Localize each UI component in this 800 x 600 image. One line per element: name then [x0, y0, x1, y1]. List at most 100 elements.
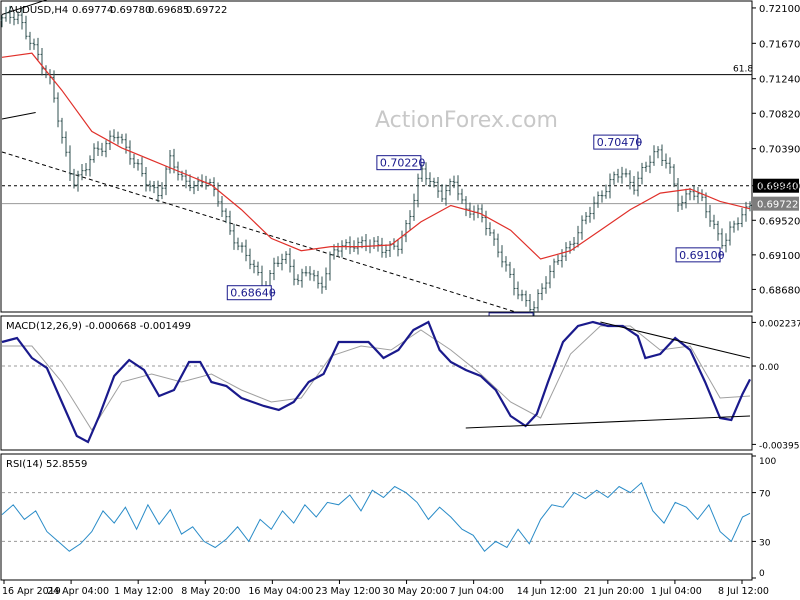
- ohlc-bar: [676, 178, 680, 212]
- ohlc-bar: [320, 276, 324, 294]
- rsi-line: [1, 481, 751, 552]
- price-badge: [753, 196, 799, 211]
- ohlc-bar: [316, 270, 320, 289]
- ohlc-bar: [740, 207, 744, 228]
- ohlc-bar: [396, 239, 400, 257]
- ohlc-low: 0.69685: [148, 5, 189, 16]
- ohlc-bar: [384, 244, 388, 258]
- ohlc-bar: [440, 184, 444, 203]
- ohlc-bar: [0, 14, 4, 28]
- price-badge-label: 0.69940: [757, 182, 798, 193]
- price-panel-title: AUDUSD,H4: [8, 5, 68, 16]
- fib-level-label: 61.8: [733, 65, 753, 75]
- ohlc-bar: [108, 130, 112, 151]
- ohlc-bar: [288, 248, 292, 273]
- ohlc-bar: [52, 70, 56, 103]
- ohlc-bar: [104, 140, 108, 158]
- ohlc-bar: [232, 223, 236, 250]
- ohlc-bar: [524, 290, 528, 307]
- ohlc-bar: [240, 242, 244, 253]
- ohlc-bar: [736, 217, 740, 231]
- time-tick-label: 1 May 12:00: [114, 586, 173, 597]
- ohlc-bar: [732, 220, 736, 233]
- ohlc-bar: [644, 161, 648, 172]
- callout-label: 0.70470: [597, 136, 643, 149]
- ohlc-bar: [452, 175, 456, 189]
- macd-tick-label: 0.002237: [759, 319, 800, 329]
- ohlc-bar: [444, 184, 448, 206]
- ohlc-bar: [284, 251, 288, 264]
- ohlc-bar: [548, 265, 552, 289]
- ohlc-bar: [76, 170, 80, 192]
- ohlc-bar: [276, 256, 280, 267]
- callout-label: 0.69100: [679, 249, 725, 262]
- ohlc-bar: [688, 187, 692, 201]
- ohlc-bar: [692, 185, 696, 201]
- ohlc-bar: [160, 182, 164, 200]
- ohlc-bar: [100, 142, 104, 157]
- ohlc-bar: [496, 233, 500, 258]
- ohlc-bar: [708, 204, 712, 227]
- time-tick-label: 21 Jun 20:00: [584, 586, 644, 597]
- price-tick-label: 0.68680: [759, 285, 800, 296]
- price-tick-label: 0.69520: [759, 216, 800, 227]
- macd-tick-label: 0.00: [759, 363, 779, 373]
- ohlc-bar: [680, 195, 684, 210]
- ohlc-bar: [712, 214, 716, 230]
- ohlc-bar: [40, 48, 44, 76]
- ohlc-bar: [152, 181, 156, 194]
- ohlc-bar: [168, 150, 172, 174]
- ohlc-bar: [596, 191, 600, 208]
- ohlc-bar: [72, 168, 76, 189]
- ohlc-bar: [344, 239, 348, 250]
- time-tick-label: 8 May 20:00: [181, 586, 240, 597]
- rsi-tick-label: 100: [759, 457, 776, 467]
- ohlc-bar: [12, 12, 16, 26]
- moving-average-line: [1, 52, 751, 260]
- ohlc-bar: [8, 5, 12, 24]
- ohlc-bar: [324, 267, 328, 291]
- ohlc-bar: [116, 131, 120, 145]
- ohlc-bar: [188, 174, 192, 192]
- price-tick-label: 0.70820: [759, 109, 800, 120]
- ohlc-bar: [296, 274, 300, 286]
- ohlc-bar: [684, 188, 688, 209]
- ohlc-bar: [140, 157, 144, 177]
- price-tick-label: 0.70390: [759, 145, 800, 156]
- ohlc-bar: [224, 208, 228, 224]
- ohlc-bar: [604, 184, 608, 199]
- time-tick-label: 7 Jun 04:00: [450, 586, 504, 597]
- ohlc-bar: [60, 117, 64, 144]
- ohlc-bar: [56, 92, 60, 128]
- ohlc-bar: [500, 245, 504, 268]
- ohlc-bar: [544, 276, 548, 294]
- ohlc-bar: [748, 201, 752, 212]
- ohlc-bar: [528, 293, 532, 314]
- ohlc-bar: [488, 222, 492, 236]
- ohlc-bar: [88, 155, 92, 177]
- time-tick-label: 8 Jul 12:00: [718, 586, 769, 597]
- time-tick-label: 24 Apr 04:00: [47, 586, 109, 597]
- price-badge-label: 0.69722: [757, 200, 798, 211]
- ohlc-bar: [448, 178, 452, 196]
- ohlc-bar: [144, 166, 148, 192]
- price-panel: ActionForex.com AUDUSD,H4 0.69774 0.6978…: [0, 0, 800, 328]
- ohlc-bar: [580, 215, 584, 240]
- ohlc-bar: [408, 210, 412, 230]
- ohlc-bar: [416, 173, 420, 208]
- ohlc-bar: [112, 129, 116, 142]
- ohlc-bar: [328, 251, 332, 281]
- ohlc-bar: [600, 190, 604, 203]
- ohlc-bar: [724, 233, 728, 253]
- ohlc-bar: [668, 157, 672, 174]
- ohlc-bar: [504, 256, 508, 272]
- macd-trendline: [465, 415, 751, 429]
- ohlc-bar: [664, 153, 668, 169]
- ohlc-bar: [304, 266, 308, 277]
- rsi-tick-label: 30: [759, 538, 771, 548]
- ohlc-bar: [456, 175, 460, 201]
- price-callout: 0.70470: [593, 134, 643, 150]
- ohlc-bar: [96, 141, 100, 156]
- ohlc-bar: [568, 240, 572, 254]
